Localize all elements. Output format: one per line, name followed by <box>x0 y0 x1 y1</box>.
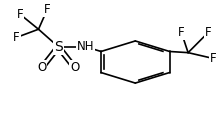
Text: S: S <box>54 40 63 54</box>
Text: F: F <box>205 26 211 39</box>
Text: O: O <box>37 61 46 74</box>
Text: F: F <box>178 26 185 39</box>
Text: NH: NH <box>77 40 95 53</box>
Text: F: F <box>16 7 23 21</box>
Text: F: F <box>210 52 217 65</box>
Text: F: F <box>44 3 51 16</box>
Text: F: F <box>13 31 20 44</box>
Text: O: O <box>70 61 79 74</box>
